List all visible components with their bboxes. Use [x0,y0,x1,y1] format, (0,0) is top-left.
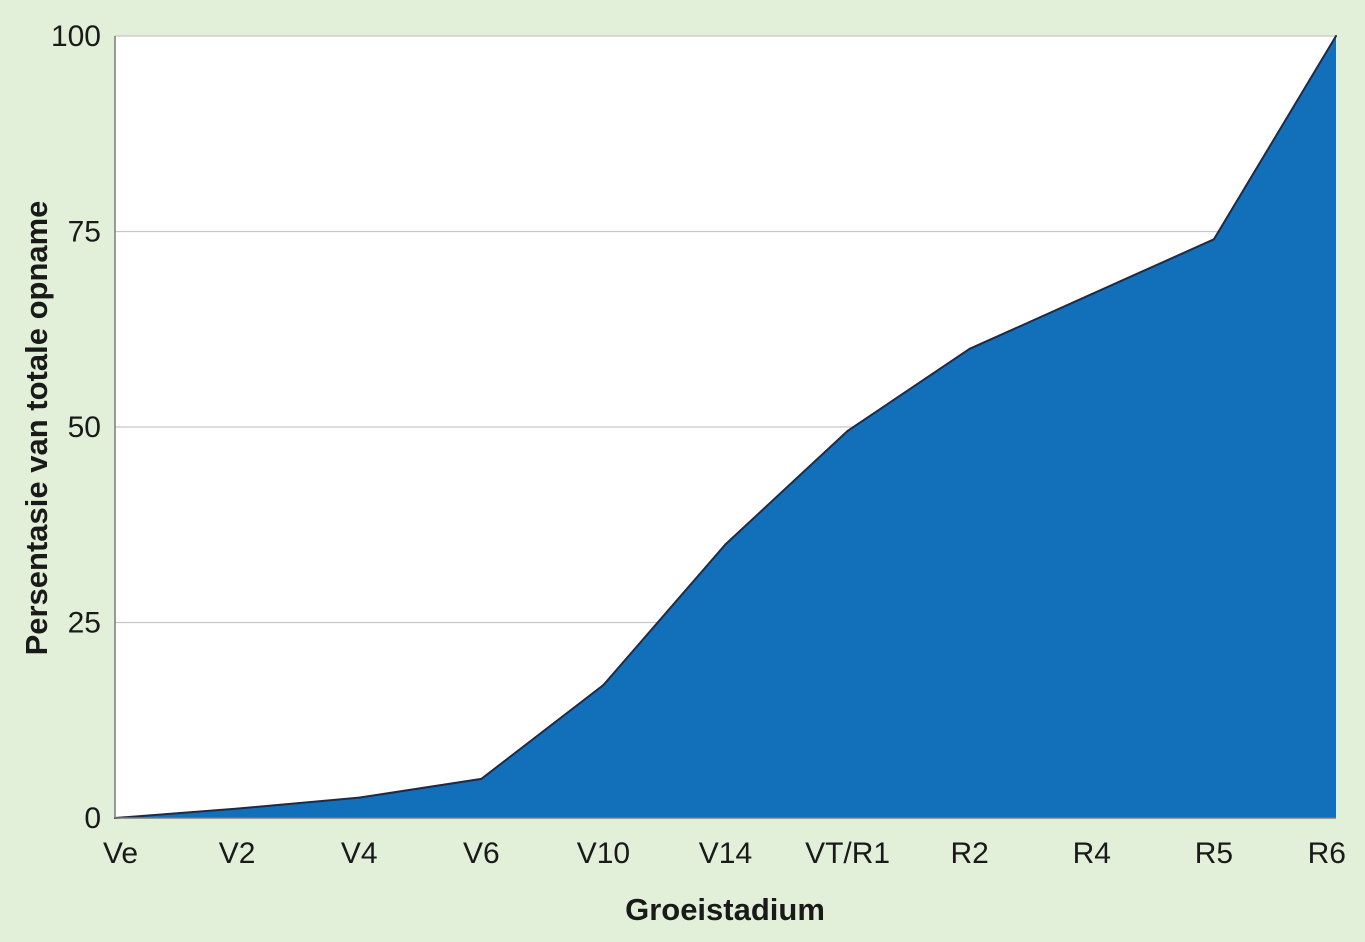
x-tick-label-R4: R4 [1073,837,1111,870]
x-tick-label-R2: R2 [951,837,989,870]
y-tick-label-75: 75 [68,216,101,249]
y-tick-label-50: 50 [68,411,101,444]
data-point-R4 [1090,293,1093,296]
x-tick-label-V14: V14 [699,837,752,870]
x-tick-labels: Ve V2 V4 V6 V10 V14 VT/R1 R2 R4 R5 R6 [103,837,1346,870]
axes [114,36,1336,819]
data-point-V6 [480,777,483,780]
x-tick-label-VT/R1: VT/R1 [805,837,890,870]
y-axis-title: Persentasie van totale opname [19,201,54,656]
x-tick-label-R6: R6 [1308,837,1346,870]
data-point-V4 [358,796,361,799]
data-point-V14 [724,543,727,546]
y-tick-label-25: 25 [68,607,101,640]
x-tick-label-V4: V4 [341,837,378,870]
data-point-R5 [1212,238,1215,241]
y-tick-label-0: 0 [84,802,101,835]
x-tick-label-V6: V6 [463,837,500,870]
data-point-VT/R1 [846,429,849,432]
data-point-R2 [968,347,971,350]
x-axis-title: Groeistadium [625,892,825,927]
x-tick-label-Ve: Ve [103,837,138,870]
x-tick-label-R5: R5 [1195,837,1233,870]
y-tick-labels: 0 25 50 75 100 [51,20,101,835]
area-fill [115,36,1336,818]
x-tick-label-V2: V2 [219,837,256,870]
y-tick-label-100: 100 [51,20,101,53]
data-point-V2 [236,807,239,810]
data-point-R6 [1335,35,1337,37]
area-series [114,35,1337,819]
x-tick-label-V10: V10 [577,837,630,870]
data-point-V10 [602,684,605,687]
